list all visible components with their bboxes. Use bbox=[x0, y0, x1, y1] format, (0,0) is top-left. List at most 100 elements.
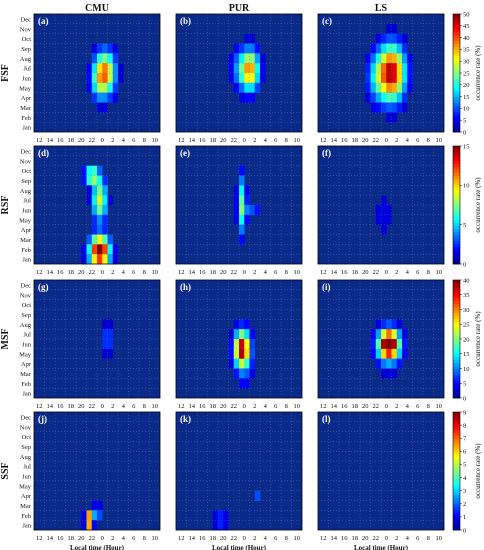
month-tick-label: Jul bbox=[23, 332, 31, 339]
month-tick-label: Nov bbox=[20, 424, 32, 431]
panel-h: (h) 12 14 16 18 20 22 0 2 4 6 8 10 bbox=[175, 279, 303, 410]
heatmap-cell bbox=[391, 23, 398, 34]
heatmap-cell bbox=[375, 73, 382, 84]
colorbar-segment bbox=[453, 339, 460, 343]
colorbar-tick-label: 20 bbox=[463, 82, 470, 89]
colorbar-segment bbox=[453, 395, 460, 399]
x-tick-label: 4 bbox=[122, 137, 126, 144]
panel-frame bbox=[317, 145, 445, 265]
heatmap-cell bbox=[254, 82, 261, 93]
month-tick-label: Aug bbox=[20, 56, 32, 63]
heatmap-cell bbox=[86, 520, 93, 531]
colorbar-tick-label: 0 bbox=[463, 395, 466, 402]
x-tick-label: 18 bbox=[352, 403, 359, 410]
x-tick-label: 16 bbox=[341, 269, 348, 276]
heatmap-cell bbox=[102, 329, 108, 340]
heatmap-cell bbox=[91, 82, 98, 93]
heatmap-cell bbox=[239, 175, 245, 186]
colorbar-label: occurrence rate (%) bbox=[474, 311, 482, 367]
colorbar-label: occurrence rate (%) bbox=[474, 443, 482, 499]
colorbar-segment bbox=[453, 347, 460, 352]
heatmap-cell bbox=[365, 82, 371, 93]
heatmap-cell bbox=[239, 53, 245, 64]
heatmap-cell bbox=[244, 319, 250, 330]
heatmap-cell bbox=[239, 73, 245, 84]
colorbar-tick-label: 40 bbox=[463, 277, 470, 284]
colorbar-segment bbox=[453, 471, 460, 475]
x-tick-label: 12 bbox=[320, 137, 327, 144]
panel-label: (k) bbox=[180, 414, 191, 424]
column-title-cmu: CMU bbox=[85, 3, 109, 14]
month-tick-label: Apr bbox=[21, 95, 32, 102]
heatmap-cell bbox=[107, 339, 114, 350]
heatmap-cell bbox=[244, 348, 250, 359]
colorbar-segment bbox=[453, 246, 460, 250]
heatmap-cell bbox=[233, 319, 240, 330]
heatmap-cell bbox=[244, 368, 250, 379]
heatmap-cell bbox=[86, 175, 93, 186]
colorbar-segment bbox=[453, 222, 460, 227]
x-tick-label: 20 bbox=[220, 137, 227, 144]
panel-label: (b) bbox=[180, 16, 191, 26]
heatmap-cell bbox=[239, 205, 245, 216]
panel-label: (c) bbox=[322, 16, 332, 26]
heatmap-cell bbox=[365, 73, 371, 84]
heatmap-cell bbox=[239, 339, 245, 350]
heatmap-cell bbox=[375, 329, 382, 340]
heatmap-cell bbox=[91, 175, 98, 186]
month-tick-label: Nov bbox=[20, 292, 32, 299]
heatmap-cell bbox=[370, 82, 377, 93]
heatmap-cell bbox=[391, 82, 398, 93]
colorbar-segment bbox=[453, 111, 460, 115]
colorbar-segment bbox=[453, 518, 460, 522]
colorbar-segment bbox=[453, 479, 460, 484]
x-tick-label: 20 bbox=[362, 269, 369, 276]
heatmap-cell bbox=[239, 329, 245, 340]
x-tick-label: 6 bbox=[132, 403, 136, 410]
month-tick-label: Mar bbox=[20, 105, 32, 112]
x-tick-label: 16 bbox=[199, 535, 206, 542]
heatmap-cell bbox=[365, 63, 371, 74]
colorbar-tick-label: 15 bbox=[463, 351, 470, 358]
month-tick-label: Mar bbox=[20, 503, 32, 510]
heatmap-cell bbox=[260, 73, 266, 84]
x-tick-label: 18 bbox=[352, 535, 359, 542]
x-tick-label: 14 bbox=[189, 137, 196, 144]
x-tick-label: 0 bbox=[243, 535, 246, 542]
x-tick-label: 8 bbox=[285, 269, 288, 276]
heatmap-cell bbox=[254, 43, 261, 54]
colorbar-segment bbox=[453, 105, 460, 109]
panel-frame bbox=[175, 145, 303, 265]
heatmap-cell bbox=[102, 195, 108, 206]
colorbar-segment bbox=[453, 374, 460, 378]
x-tick-label: 22 bbox=[231, 137, 238, 144]
colorbar-segment bbox=[453, 193, 460, 197]
colorbar-segment bbox=[453, 190, 460, 194]
heatmap-cell bbox=[386, 339, 392, 350]
heatmap-cell bbox=[244, 378, 250, 389]
heatmap-cell bbox=[402, 82, 408, 93]
heatmap-cell bbox=[233, 329, 240, 340]
x-tick-label: 0 bbox=[385, 403, 388, 410]
month-tick-label: Mar bbox=[20, 237, 32, 244]
colorbar-segment bbox=[453, 500, 460, 504]
heatmap-cell bbox=[107, 92, 114, 103]
heatmap-cell bbox=[391, 73, 398, 84]
heatmap-cell bbox=[244, 214, 250, 225]
heatmap-cell bbox=[370, 102, 377, 113]
colorbar-label: occurrence rate (%) bbox=[474, 177, 482, 233]
x-tick-label: 6 bbox=[274, 403, 278, 410]
heatmap-cell bbox=[249, 205, 256, 216]
colorbar-tick-label: 35 bbox=[463, 292, 470, 299]
x-tick-label: 2 bbox=[253, 269, 256, 276]
colorbar-segment bbox=[453, 506, 460, 510]
heatmap-cell bbox=[233, 63, 240, 74]
heatmap-cell bbox=[386, 63, 392, 74]
heatmap-cell bbox=[249, 348, 256, 359]
heatmap-cell bbox=[233, 339, 240, 350]
colorbar-segment bbox=[453, 312, 460, 316]
heatmap-cell bbox=[407, 63, 413, 74]
heatmap-cell bbox=[107, 73, 114, 84]
month-tick-label: Feb bbox=[21, 115, 31, 122]
heatmap-cell bbox=[260, 53, 266, 64]
